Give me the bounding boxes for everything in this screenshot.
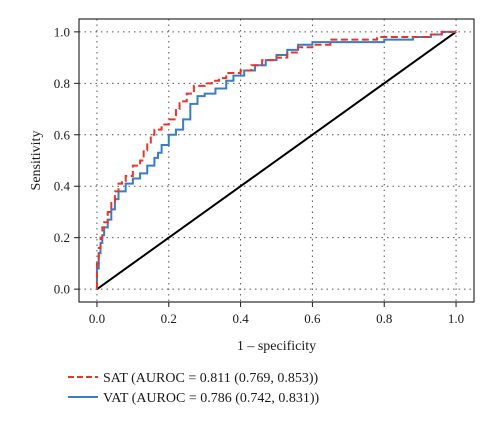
x-tick-label: 0.4 <box>232 311 249 326</box>
x-tick-label: 0.8 <box>376 311 392 326</box>
x-tick-label: 1.0 <box>448 311 464 326</box>
vat-roc-curve <box>95 30 457 290</box>
legend-label-vat: VAT (AUROC = 0.786 (0.742, 0.831)) <box>103 391 320 406</box>
y-axis-label: Sensitivity <box>29 131 44 191</box>
reference-layer <box>96 31 457 290</box>
x-tick-label: 0.2 <box>161 311 177 326</box>
reference-diagonal-line <box>96 31 457 290</box>
y-tick-label: 0.8 <box>54 76 70 91</box>
legend: SAT (AUROC = 0.811 (0.769, 0.853)) VAT (… <box>68 371 320 406</box>
legend-label-sat: SAT (AUROC = 0.811 (0.769, 0.853)) <box>103 371 319 386</box>
x-tick-label: 0.0 <box>89 311 105 326</box>
series-layer <box>95 30 457 290</box>
y-tick-label: 0.6 <box>54 127 71 142</box>
x-tick-label: 0.6 <box>304 311 321 326</box>
x-axis-label: 1 – specificity <box>237 339 316 354</box>
tick-layer: 0.0 0.2 0.4 0.6 0.8 1.0 0.0 0.2 0.4 0.6 0.8 1.0 <box>54 24 464 326</box>
plot-frame <box>78 18 475 303</box>
sat-roc-curve <box>95 30 457 290</box>
y-tick-label: 0.4 <box>54 179 71 194</box>
y-tick-label: 0.2 <box>54 230 70 245</box>
y-tick-label: 1.0 <box>54 24 70 39</box>
y-tick-label: 0.0 <box>54 282 70 297</box>
